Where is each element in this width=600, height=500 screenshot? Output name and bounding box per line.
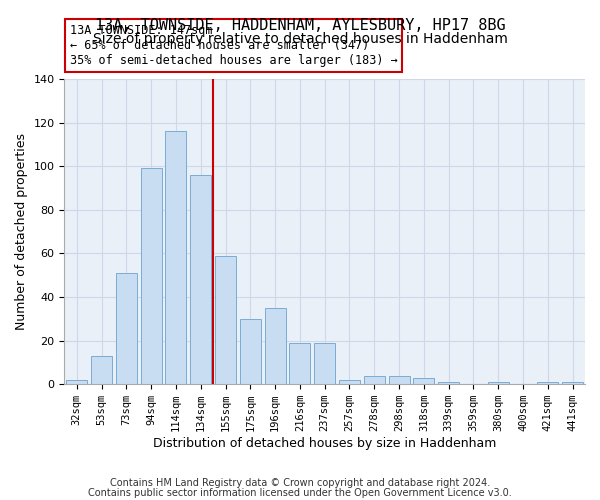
Bar	[215, 256, 236, 384]
Bar	[488, 382, 509, 384]
Text: Contains HM Land Registry data © Crown copyright and database right 2024.: Contains HM Land Registry data © Crown c…	[110, 478, 490, 488]
Bar	[66, 380, 88, 384]
Bar	[438, 382, 459, 384]
Bar	[413, 378, 434, 384]
Text: 13A, TOWNSIDE, HADDENHAM, AYLESBURY, HP17 8BG: 13A, TOWNSIDE, HADDENHAM, AYLESBURY, HP1…	[95, 18, 505, 32]
Bar	[91, 356, 112, 384]
Bar	[265, 308, 286, 384]
Bar	[389, 376, 410, 384]
Bar	[364, 376, 385, 384]
X-axis label: Distribution of detached houses by size in Haddenham: Distribution of detached houses by size …	[153, 437, 496, 450]
Bar	[339, 380, 360, 384]
Y-axis label: Number of detached properties: Number of detached properties	[15, 133, 28, 330]
Bar	[240, 319, 261, 384]
Bar	[166, 132, 187, 384]
Bar	[190, 175, 211, 384]
Bar	[289, 343, 310, 384]
Text: Size of property relative to detached houses in Haddenham: Size of property relative to detached ho…	[92, 32, 508, 46]
Bar	[140, 168, 162, 384]
Bar	[537, 382, 559, 384]
Text: Contains public sector information licensed under the Open Government Licence v3: Contains public sector information licen…	[88, 488, 512, 498]
Bar	[562, 382, 583, 384]
Bar	[116, 273, 137, 384]
Bar	[314, 343, 335, 384]
Text: 13A TOWNSIDE: 147sqm
← 65% of detached houses are smaller (347)
35% of semi-deta: 13A TOWNSIDE: 147sqm ← 65% of detached h…	[70, 24, 397, 67]
